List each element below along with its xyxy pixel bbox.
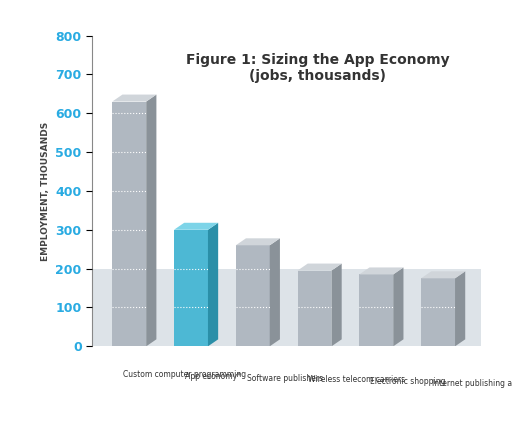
Polygon shape <box>174 223 218 230</box>
Bar <box>359 274 393 346</box>
Polygon shape <box>270 238 280 346</box>
Bar <box>92 36 481 269</box>
Text: Electronic shopping: Electronic shopping <box>370 377 445 386</box>
Text: App economy*: App economy* <box>185 372 241 381</box>
Bar <box>297 270 331 346</box>
Bar <box>236 246 270 346</box>
Text: Software publishers: Software publishers <box>247 373 323 383</box>
Text: Internet publishing and web search portals: Internet publishing and web search porta… <box>432 379 512 388</box>
Polygon shape <box>331 264 342 346</box>
Polygon shape <box>455 271 465 346</box>
Bar <box>92 269 481 346</box>
Text: Figure 1: Sizing the App Economy
(jobs, thousands): Figure 1: Sizing the App Economy (jobs, … <box>186 53 449 83</box>
Y-axis label: EMPLOYMENT, THOUSANDS: EMPLOYMENT, THOUSANDS <box>41 121 50 261</box>
Polygon shape <box>236 238 280 246</box>
Bar <box>421 278 455 346</box>
Text: Custom computer programming: Custom computer programming <box>123 369 246 379</box>
Polygon shape <box>421 271 465 278</box>
Polygon shape <box>359 267 403 274</box>
Polygon shape <box>146 95 156 346</box>
Bar <box>112 102 146 346</box>
Polygon shape <box>112 95 156 102</box>
Polygon shape <box>393 267 403 346</box>
Polygon shape <box>297 264 342 270</box>
Bar <box>174 230 208 346</box>
Polygon shape <box>208 223 218 346</box>
Text: Wireless telecom carriers: Wireless telecom carriers <box>308 376 406 385</box>
